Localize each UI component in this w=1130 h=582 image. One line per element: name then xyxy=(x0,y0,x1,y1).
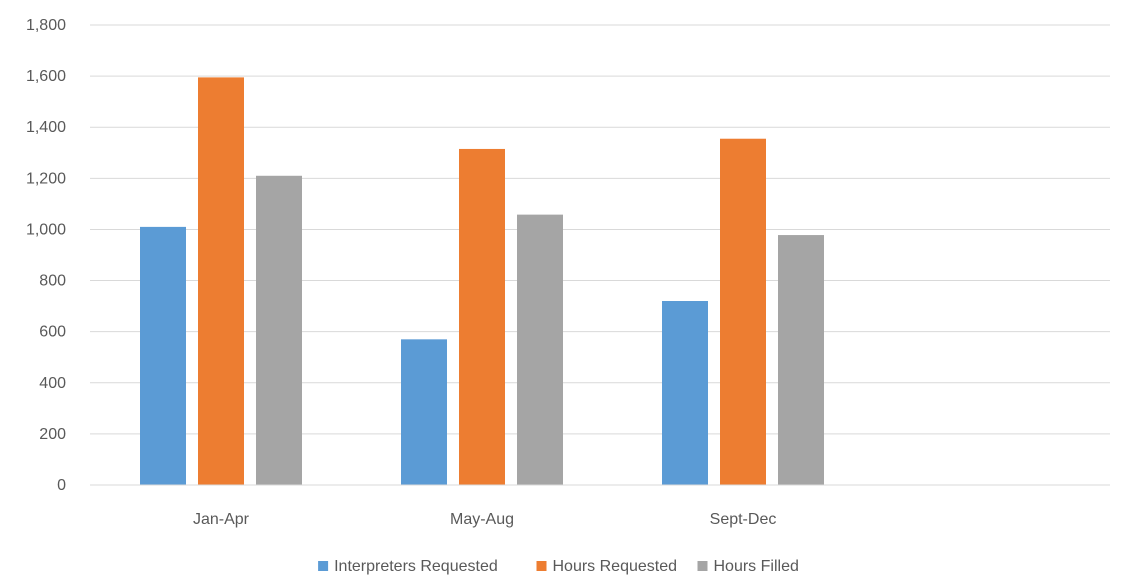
y-tick-label: 600 xyxy=(39,324,66,341)
legend-label: Hours Requested xyxy=(553,558,678,575)
bar-hours-filled xyxy=(778,235,824,485)
x-tick-label: May-Aug xyxy=(450,511,514,528)
bar-hours-filled xyxy=(256,175,302,485)
x-tick-label: Sept-Dec xyxy=(710,511,777,528)
bars xyxy=(140,77,824,485)
bar-hours-requested xyxy=(198,77,244,485)
bar-hours-requested xyxy=(720,138,766,485)
legend-swatch xyxy=(536,561,547,571)
bar-hours-filled xyxy=(517,214,563,485)
y-tick-label: 1,000 xyxy=(26,221,66,238)
y-tick-label: 1,800 xyxy=(26,17,66,34)
y-tick-label: 1,400 xyxy=(26,119,66,136)
bar-interpreters-requested xyxy=(140,226,186,485)
legend-label: Interpreters Requested xyxy=(334,558,498,575)
y-tick-label: 800 xyxy=(39,273,66,290)
y-tick-label: 400 xyxy=(39,375,66,392)
x-tick-label: Jan-Apr xyxy=(193,511,250,528)
y-tick-label: 200 xyxy=(39,426,66,443)
legend-item: Hours Requested xyxy=(536,558,678,575)
y-axis-tick-labels: 0 200 400 600 800 1,000 1,200 1,400 1,600 1,800 xyxy=(26,17,66,494)
legend-swatch xyxy=(697,561,708,571)
y-tick-label: 0 xyxy=(57,477,66,494)
legend-label: Hours Filled xyxy=(714,558,799,575)
y-tick-label: 1,200 xyxy=(26,170,66,187)
bar-interpreters-requested xyxy=(662,301,708,485)
legend-swatch xyxy=(318,561,329,571)
legend-item: Hours Filled xyxy=(697,558,799,575)
legend: Interpreters Requested Hours Requested Hou… xyxy=(318,558,799,575)
bar-hours-requested xyxy=(459,148,505,485)
bar-interpreters-requested xyxy=(401,339,447,485)
x-axis-tick-labels: Jan-Apr May-Aug Sept-Dec xyxy=(193,511,776,528)
y-tick-label: 1,600 xyxy=(26,68,66,85)
legend-item: Interpreters Requested xyxy=(318,558,498,575)
